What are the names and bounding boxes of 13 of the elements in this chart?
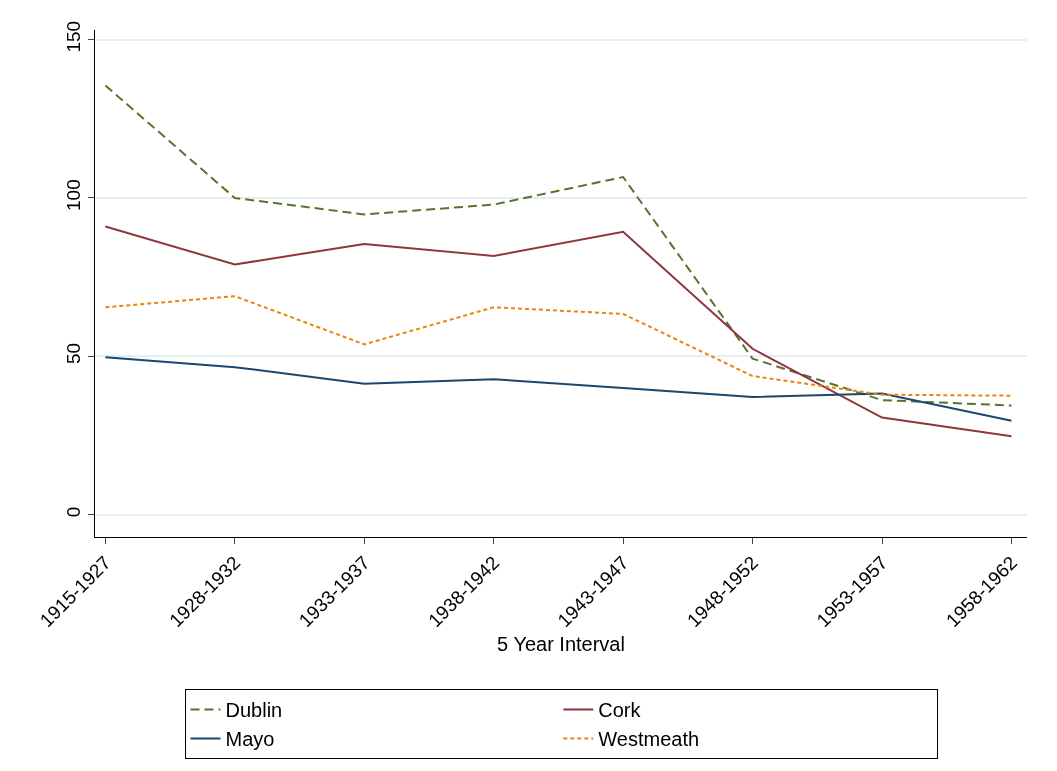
line-series bbox=[104, 356, 1013, 422]
line-series bbox=[104, 84, 1013, 407]
line-series bbox=[104, 225, 1013, 438]
y-tick-label: 150 bbox=[63, 20, 85, 53]
y-tick-label: 50 bbox=[63, 342, 85, 365]
x-axis-title: 5 Year Interval bbox=[497, 633, 625, 656]
y-tick-label: 0 bbox=[63, 506, 85, 518]
legend-label: Westmeath bbox=[598, 728, 700, 751]
line-series bbox=[104, 295, 1013, 397]
legend-label: Mayo bbox=[225, 728, 275, 751]
legend-label: Cork bbox=[598, 699, 642, 722]
y-tick-label: 100 bbox=[63, 179, 85, 211]
legend-label: Dublin bbox=[225, 699, 283, 722]
